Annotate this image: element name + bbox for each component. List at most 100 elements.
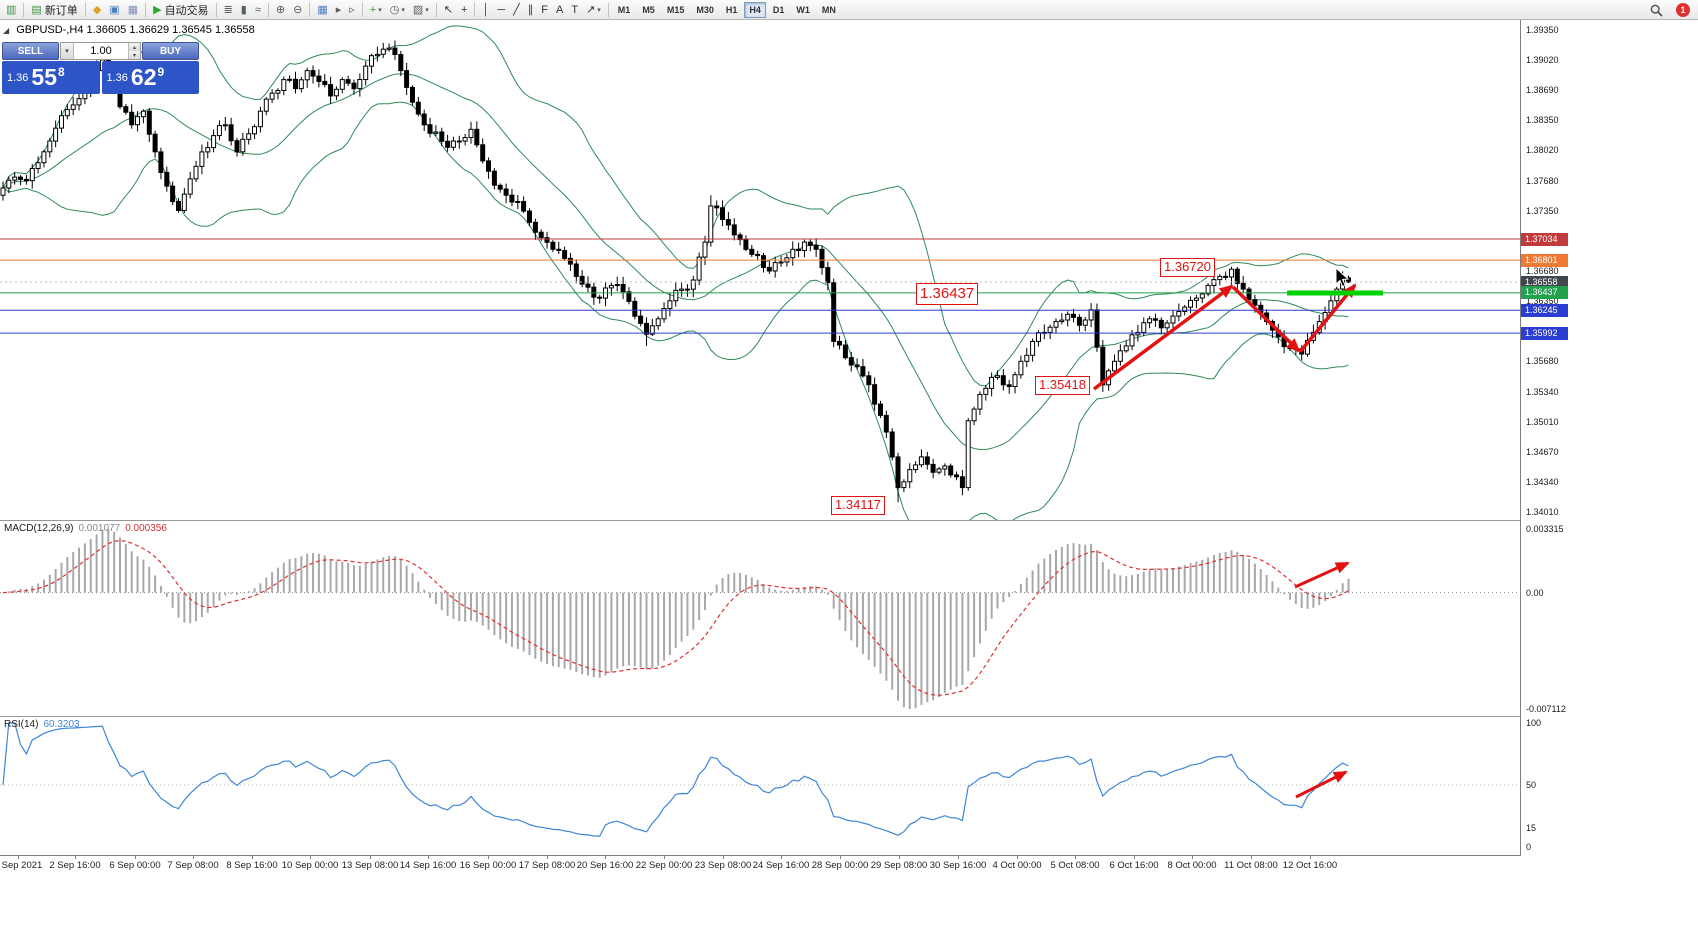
- time-tick: [310, 856, 311, 859]
- volume-increase-button[interactable]: ▴: [129, 43, 140, 51]
- timeframe-m1-button[interactable]: M1: [617, 5, 631, 15]
- toolbar-separator: [474, 3, 476, 17]
- time-label: 11 Oct 08:00: [1224, 860, 1278, 871]
- charts-icon[interactable]: ▥: [3, 2, 19, 18]
- macd-main-value: 0.001077: [78, 523, 121, 534]
- rsi-panel-separator[interactable]: [0, 716, 1698, 717]
- search-button[interactable]: [1647, 2, 1666, 18]
- horizontal-line-icon[interactable]: ─: [494, 2, 508, 18]
- time-tick: [370, 856, 371, 859]
- zoom-out-icon[interactable]: ⊖: [290, 2, 305, 18]
- trend-arrow-up-2[interactable]: [1298, 283, 1357, 354]
- price-label-1-36720[interactable]: 1.36720: [1160, 258, 1215, 277]
- chart-shift-icon[interactable]: ▹: [346, 2, 358, 18]
- price-label-1-35418[interactable]: 1.35418: [1035, 376, 1090, 395]
- charts-icon: ▥: [6, 4, 17, 16]
- line-chart-icon: ≈: [254, 4, 261, 16]
- time-label: 8 Sep 16:00: [226, 860, 278, 871]
- rsi-panel-canvas[interactable]: [0, 717, 1520, 855]
- cursor-icon[interactable]: ↖: [441, 2, 456, 18]
- candlestick-chart-icon[interactable]: ▮: [238, 2, 250, 18]
- macd-panel-separator[interactable]: [0, 520, 1698, 521]
- price-badge-1.36558: 1.36558: [1521, 275, 1568, 289]
- trend-arrow-down[interactable]: [1231, 285, 1301, 353]
- timeframe-h1-button[interactable]: H1: [725, 5, 738, 15]
- notification-badge[interactable]: 1: [1676, 3, 1690, 17]
- line-chart-icon[interactable]: ≈: [252, 2, 264, 18]
- periods-button[interactable]: ◷ ▾: [387, 2, 408, 18]
- vertical-line-icon[interactable]: │: [479, 2, 492, 18]
- main-chart-canvas[interactable]: [0, 20, 1520, 520]
- new-chart-button[interactable]: + ▾: [367, 2, 385, 18]
- volume-decrease-button[interactable]: ▾: [129, 51, 140, 59]
- new-order-icon: ▤: [31, 4, 42, 16]
- volume-dropdown-button[interactable]: ▾: [61, 43, 74, 59]
- candlestick-chart-icon: ▮: [240, 4, 247, 16]
- time-label: 12 Oct 16:00: [1282, 860, 1338, 871]
- timeframe-group: M1 M5 M15 M30 H1 H4 D1 W1 MN: [612, 2, 842, 18]
- timeframe-m30-button[interactable]: M30: [696, 5, 714, 15]
- macd-trend-arrow[interactable]: [1294, 561, 1350, 589]
- periods-icon: ◷: [389, 4, 400, 16]
- buy-price-panel[interactable]: 1.36 62 9: [101, 61, 199, 94]
- timeframe-m15-button[interactable]: M15: [666, 5, 685, 15]
- time-tick: [958, 856, 959, 859]
- toolbar-right: 1: [1646, 0, 1690, 20]
- tile-windows-icon[interactable]: ▦: [314, 2, 330, 18]
- new-order-button[interactable]: ▤ 新订单: [28, 2, 80, 18]
- expert-advisors-icon[interactable]: ◆: [90, 2, 104, 18]
- time-label: 23 Sep 08:00: [694, 860, 752, 871]
- toolbar-separator: [607, 3, 609, 17]
- zoom-in-icon: ⊕: [275, 4, 286, 16]
- market-watch-icon[interactable]: ▣: [106, 2, 122, 18]
- rsi-axis-0: 0: [1526, 842, 1532, 852]
- channel-icon[interactable]: ∥: [525, 2, 537, 18]
- arrows-icon[interactable]: ↗ ▾: [583, 2, 604, 18]
- auto-scroll-icon[interactable]: ▸: [333, 2, 345, 18]
- navigator-icon[interactable]: ▦: [125, 2, 141, 18]
- trendline-icon[interactable]: ╱: [510, 2, 523, 18]
- price-label-1-36437[interactable]: 1.36437: [916, 283, 979, 305]
- chevron-down-icon: ▾: [378, 7, 382, 14]
- time-label: 14 Sep 16:00: [399, 860, 457, 871]
- trend-arrow-up-1[interactable]: [1092, 284, 1234, 391]
- fibonacci-icon[interactable]: F: [538, 2, 551, 18]
- timeframe-h4-button[interactable]: H4: [744, 2, 766, 18]
- price-tick: 1.34670: [1526, 447, 1559, 458]
- rsi-axis-100: 100: [1526, 718, 1542, 728]
- candlesticks: [0, 40, 1351, 503]
- mouse-cursor: [1335, 266, 1350, 288]
- sell-price-panel[interactable]: 1.36 55 8: [2, 61, 100, 94]
- timeframe-m5-button[interactable]: M5: [642, 5, 655, 15]
- buy-button[interactable]: BUY: [142, 42, 199, 60]
- price-label-1-34117[interactable]: 1.34117: [831, 496, 886, 515]
- toolbar-separator: [361, 3, 363, 17]
- time-label: 28 Sep 00:00: [811, 860, 869, 871]
- zoom-in-icon[interactable]: ⊕: [273, 2, 288, 18]
- navigator-icon: ▦: [127, 4, 139, 16]
- timeframe-w1-button[interactable]: W1: [796, 5, 810, 15]
- crosshair-icon[interactable]: +: [458, 2, 470, 18]
- one-click-collapse-icon[interactable]: ◢: [3, 26, 10, 35]
- macd-indicator-label: MACD(12,26,9) 0.001077 0.000356: [4, 523, 167, 534]
- rsi-axis-50: 50: [1526, 780, 1537, 790]
- rsi-trend-arrow[interactable]: [1295, 770, 1348, 799]
- auto-trading-button[interactable]: ▶ 自动交易: [150, 2, 211, 18]
- time-tick: [1310, 856, 1311, 859]
- text-icon[interactable]: A: [553, 2, 566, 18]
- templates-button[interactable]: ▨ ▾: [410, 2, 432, 18]
- bar-chart-icon[interactable]: ≣: [221, 2, 236, 18]
- sell-button[interactable]: SELL: [2, 42, 59, 60]
- text-label-icon[interactable]: T: [568, 2, 581, 18]
- timeframe-mn-button[interactable]: MN: [821, 5, 836, 15]
- macd-panel-canvas[interactable]: [0, 521, 1520, 716]
- search-icon: [1650, 4, 1663, 17]
- volume-input[interactable]: [74, 43, 128, 59]
- time-axis[interactable]: 1 Sep 2021 2 Sep 16:00 6 Sep 00:00 7 Sep 08…: [0, 856, 1698, 878]
- bar-chart-icon: ≣: [223, 4, 233, 16]
- time-tick: [18, 856, 19, 859]
- timeframe-d1-button[interactable]: D1: [772, 5, 785, 15]
- rsi-axis-15: 15: [1526, 823, 1537, 834]
- price-axis[interactable]: 1.39350 1.39020 1.38690 1.38350 1.38020 1.376…: [1520, 20, 1698, 856]
